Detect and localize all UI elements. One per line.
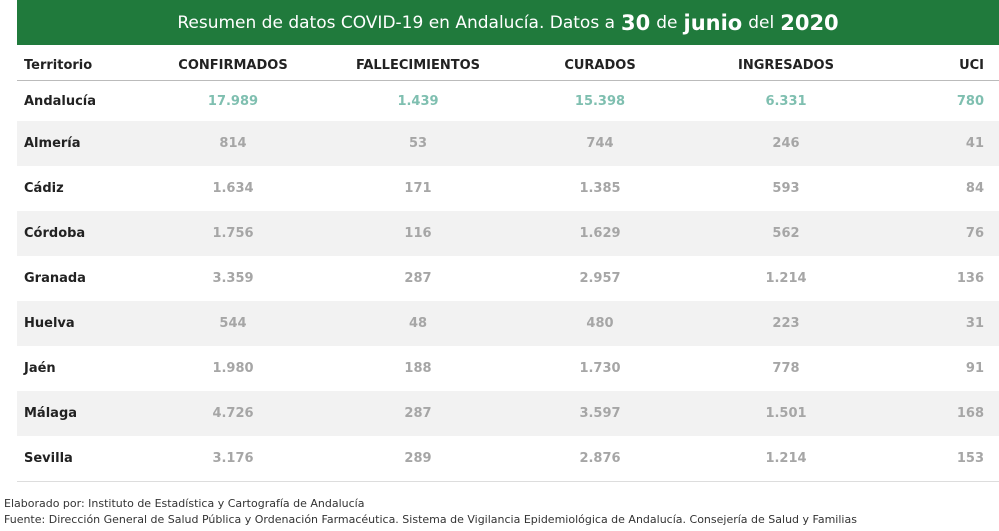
table-cell: 168	[956, 406, 984, 421]
footer: Elaborado por: Instituto de Estadística …	[4, 496, 857, 528]
table-cell: 2.876	[579, 451, 621, 466]
table-cell: 287	[404, 406, 432, 421]
title-bar: Resumen de datos COVID-19 en Andalucía. …	[17, 0, 999, 45]
table-cell: 1.980	[212, 361, 254, 376]
table-cell: 116	[404, 226, 432, 241]
table-cell: 6.331	[765, 93, 807, 109]
header-row: Territorio CONFIRMADOS FALLECIMIENTOS CURAD…	[17, 50, 999, 81]
table-cell: 3.176	[212, 451, 254, 466]
footer-line: Fuente: Dirección General de Salud Públi…	[4, 513, 857, 526]
table-cell: 2.957	[579, 271, 621, 286]
column-header: CONFIRMADOS	[178, 57, 288, 73]
table-cell: 136	[956, 271, 984, 286]
table-row: Sevilla 3.176 289 2.876 1.214 153	[17, 436, 999, 481]
territory-name: Andalucía	[24, 93, 97, 109]
table-row: Cádiz 1.634 171 1.385 593 84	[17, 166, 999, 211]
footer-line: Elaborado por: Instituto de Estadística …	[4, 497, 365, 510]
table-cell: 31	[965, 316, 984, 331]
title-text: Resumen de datos COVID-19 en Andalucía. …	[177, 12, 616, 33]
table-cell: 814	[219, 136, 247, 151]
column-header: CURADOS	[564, 57, 636, 73]
table-cell: 76	[965, 226, 984, 241]
table-row: Córdoba 1.756 116 1.629 562 76	[17, 211, 999, 256]
table-cell: 188	[404, 361, 432, 376]
title-text: del	[748, 12, 775, 33]
territory-name: Sevilla	[24, 451, 73, 466]
table-cell: 1.214	[765, 271, 807, 286]
title-text: de	[656, 12, 678, 33]
table-cell: 1.730	[579, 361, 621, 376]
territory-name: Granada	[24, 271, 86, 286]
table-cell: 480	[586, 316, 614, 331]
table-cell: 778	[772, 361, 800, 376]
table-row: Granada 3.359 287 2.957 1.214 136	[17, 256, 999, 301]
title-date-year: 2020	[780, 10, 839, 35]
table-cell: 48	[408, 316, 428, 331]
title-date-day: 30	[621, 10, 651, 35]
column-header: Territorio	[24, 57, 93, 73]
territory-name: Córdoba	[24, 226, 86, 241]
table-bottom-line	[17, 481, 999, 482]
table-cell: 15.398	[574, 93, 626, 109]
table-cell: 53	[408, 136, 428, 151]
title-date-month: junio	[683, 10, 743, 35]
table-cell: 287	[404, 271, 432, 286]
table-cell: 91	[965, 361, 984, 376]
territory-name: Almería	[24, 136, 81, 151]
column-header: FALLECIMIENTOS	[355, 57, 481, 73]
table-cell: 289	[404, 451, 432, 466]
table-cell: 1.756	[212, 226, 254, 241]
table-cell: 4.726	[212, 406, 254, 421]
territory-name: Málaga	[24, 406, 78, 421]
column-header: UCI	[959, 57, 984, 73]
territory-name: Huelva	[24, 316, 75, 331]
table-row: Almería 814 53 744 246 41	[17, 121, 999, 166]
table-cell: 544	[219, 316, 247, 331]
table-cell: 1.385	[579, 181, 621, 196]
table-cell: 1.439	[397, 93, 439, 109]
column-header: INGRESADOS	[738, 57, 834, 73]
table-cell: 41	[965, 136, 984, 151]
table-row: Jaén 1.980 188 1.730 778 91	[17, 346, 999, 391]
table-cell: 780	[956, 93, 984, 109]
territory-name: Cádiz	[24, 181, 64, 196]
table-cell: 3.597	[579, 406, 621, 421]
table-cell: 223	[772, 316, 800, 331]
table-cell: 3.359	[212, 271, 254, 286]
table-cell: 153	[956, 451, 984, 466]
table-cell: 17.989	[207, 93, 259, 109]
table-cell: 1.214	[765, 451, 807, 466]
table-cell: 593	[772, 181, 800, 196]
table-cell: 562	[772, 226, 800, 241]
table-cell: 744	[586, 136, 614, 151]
table-cell: 171	[404, 181, 432, 196]
table-cell: 246	[772, 136, 800, 151]
table-cell: 1.634	[212, 181, 254, 196]
table-row: Málaga 4.726 287 3.597 1.501 168	[17, 391, 999, 436]
table-row: Huelva 544 48 480 223 31	[17, 301, 999, 346]
table-cell: 1.629	[579, 226, 621, 241]
table-cell: 84	[965, 181, 984, 196]
total-row: Andalucía 17.989 1.439 15.398 6.331 780	[17, 81, 999, 121]
table-cell: 1.501	[765, 406, 807, 421]
territory-name: Jaén	[24, 361, 56, 376]
